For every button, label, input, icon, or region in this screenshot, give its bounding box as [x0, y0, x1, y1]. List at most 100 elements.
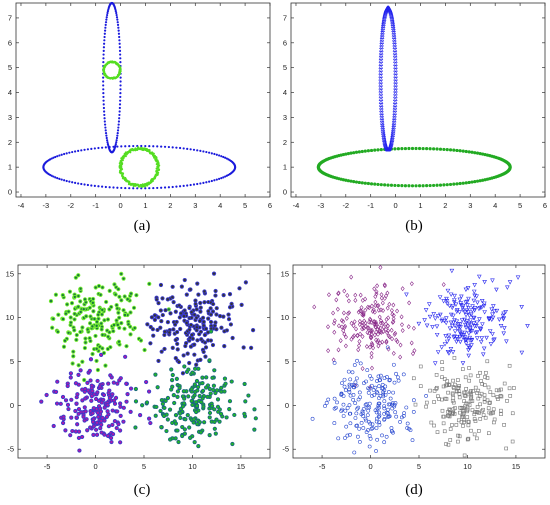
data-point [341, 402, 346, 407]
data-point [123, 355, 127, 358]
data-point [459, 333, 465, 338]
data-point [61, 421, 65, 425]
data-point [401, 414, 406, 418]
data-point [407, 184, 411, 188]
data-point [356, 434, 360, 439]
data-point [481, 152, 485, 156]
data-point [435, 314, 441, 319]
data-point [82, 307, 85, 311]
data-point [349, 274, 354, 280]
data-point [387, 301, 392, 307]
data-point [189, 345, 193, 348]
data-point [449, 305, 455, 311]
data-point [519, 305, 524, 310]
data-point [159, 283, 163, 287]
data-point [380, 25, 386, 30]
data-point [376, 343, 381, 349]
data-point [56, 155, 59, 158]
data-point [501, 316, 507, 321]
data-point [504, 339, 509, 344]
data-point [182, 147, 185, 150]
data-point [388, 377, 392, 382]
data-point [369, 426, 374, 431]
data-point [472, 432, 477, 437]
data-point [243, 382, 246, 386]
data-point [84, 341, 87, 344]
data-point [464, 299, 470, 305]
data-point [174, 356, 178, 360]
data-point [208, 359, 211, 362]
data-point [75, 423, 79, 426]
data-point [472, 283, 477, 288]
data-point [106, 434, 110, 438]
data-point [366, 181, 370, 186]
data-point [446, 442, 451, 447]
data-point [91, 420, 95, 424]
data-point [438, 183, 443, 187]
data-point [332, 318, 337, 324]
data-point [176, 395, 179, 399]
data-point [210, 152, 213, 155]
data-point [196, 149, 199, 152]
data-point [377, 384, 381, 389]
data-point [458, 332, 464, 337]
data-point [129, 292, 133, 295]
data-point [193, 367, 197, 370]
data-point [343, 323, 348, 329]
data-point [467, 378, 471, 383]
data-point [354, 411, 359, 416]
data-point [466, 331, 472, 336]
data-point [491, 393, 496, 398]
data-point [112, 381, 116, 384]
data-point [190, 388, 193, 391]
data-point [507, 386, 512, 391]
data-point [409, 340, 414, 346]
data-point [469, 312, 474, 317]
data-point [82, 378, 86, 382]
data-point [57, 313, 60, 316]
data-point [199, 149, 202, 152]
data-point [64, 399, 68, 402]
data-point [147, 390, 151, 393]
data-point [83, 419, 86, 422]
data-point [366, 325, 371, 331]
data-point [457, 391, 462, 396]
data-point [175, 185, 178, 188]
data-point [391, 362, 396, 367]
x-tick-label: 5 [243, 201, 247, 210]
data-point [336, 291, 341, 297]
data-point [502, 326, 507, 331]
data-point [118, 103, 122, 106]
data-point [178, 185, 182, 188]
data-point [440, 375, 444, 380]
data-point [488, 400, 492, 405]
data-point [83, 390, 86, 393]
data-point [216, 398, 220, 401]
data-point [393, 70, 398, 75]
data-point [451, 385, 456, 389]
y-tick-label: 6 [8, 38, 12, 47]
data-point [83, 148, 86, 151]
data-point [382, 406, 387, 411]
data-point [473, 419, 478, 423]
data-point [101, 347, 104, 350]
data-point [458, 325, 463, 330]
data-point [431, 312, 437, 317]
data-point [374, 329, 379, 335]
data-point [373, 294, 378, 300]
data-point [159, 409, 162, 413]
data-point [467, 321, 472, 327]
data-point [120, 145, 123, 148]
data-point [363, 320, 368, 326]
data-point [468, 322, 474, 328]
data-point [452, 329, 458, 334]
x-tick-label: 3 [468, 201, 472, 210]
data-point [156, 386, 159, 389]
data-point [379, 183, 383, 187]
data-point [90, 147, 93, 150]
data-point [367, 401, 372, 406]
data-point [103, 42, 106, 45]
data-point [346, 311, 351, 317]
data-point [124, 186, 127, 190]
